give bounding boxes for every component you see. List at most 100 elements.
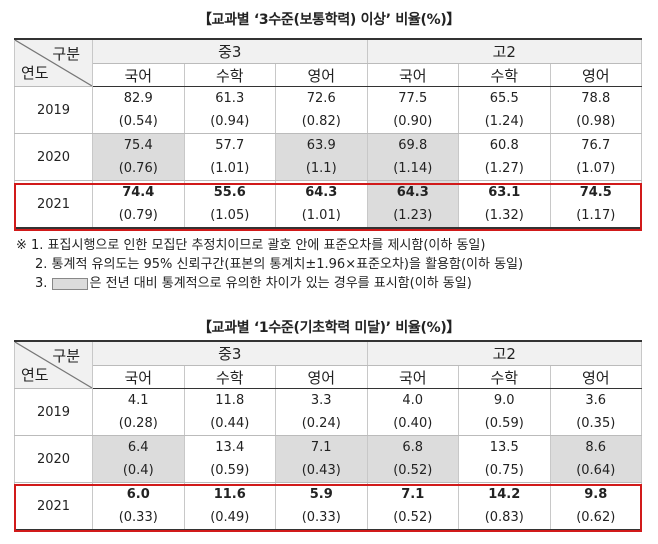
value-cell: 74.4 <box>92 180 185 204</box>
year-cell: 2021 <box>14 180 93 229</box>
table-row: 2020 6.4 13.4 7.1 6.8 13.5 8.6 <box>14 435 642 483</box>
std-error-cell: (0.43) <box>275 459 368 483</box>
subject-header: 국어 <box>92 63 185 87</box>
corner-label-year: 연도 <box>21 366 49 384</box>
year-cell: 2019 <box>14 86 93 134</box>
group-header: 고2 <box>366 340 642 366</box>
value-cell: 63.1 <box>458 180 551 204</box>
value-cell: 82.9 <box>92 86 185 110</box>
std-error-cell: (0.98) <box>549 110 642 134</box>
subject-header: 수학 <box>183 63 276 87</box>
std-error-cell: (0.90) <box>366 110 459 134</box>
notes: ※ 1. 표집시행으로 인한 모집단 추정치이므로 괄호 안에 표준오차를 제시… <box>16 236 523 293</box>
std-error-cell: (0.49) <box>183 506 276 531</box>
table-row-se: (0.4) (0.59) (0.43) (0.52) (0.75) (0.64) <box>15 459 642 483</box>
value-cell: 8.6 <box>549 435 642 459</box>
subject-header: 국어 <box>366 63 459 87</box>
table-row-se: (0.54) (0.94) (0.82) (0.90) (1.24) (0.98) <box>15 110 642 134</box>
value-cell: 4.1 <box>92 388 185 412</box>
value-cell: 13.4 <box>183 435 276 459</box>
group-header: 중3 <box>92 340 368 366</box>
value-cell: 6.4 <box>92 435 185 459</box>
std-error-cell: (0.28) <box>92 412 185 436</box>
std-error-cell: (0.33) <box>92 506 185 531</box>
std-error-cell: (1.32) <box>458 204 551 229</box>
subject-header: 영어 <box>549 63 642 87</box>
std-error-cell: (0.44) <box>183 412 276 436</box>
diagonal-line-icon <box>15 342 92 388</box>
value-cell: 65.5 <box>458 86 551 110</box>
value-cell: 3.6 <box>549 388 642 412</box>
value-cell: 3.3 <box>275 388 368 412</box>
note-3: 3. 은 전년 대비 통계적으로 유의한 차이가 있는 경우를 표시함(이하 동… <box>16 274 523 293</box>
group-header: 고2 <box>366 38 642 64</box>
std-error-cell: (0.35) <box>549 412 642 436</box>
std-error-cell: (1.14) <box>366 157 459 181</box>
corner-label-category: 구분 <box>52 45 80 63</box>
std-error-cell: (0.59) <box>458 412 551 436</box>
std-error-cell: (1.07) <box>549 157 642 181</box>
value-cell: 6.0 <box>92 482 185 506</box>
year-cell: 2021 <box>14 482 93 531</box>
corner-cell: 구분 연도 <box>14 38 93 87</box>
subject-header: 영어 <box>275 63 368 87</box>
value-cell: 77.5 <box>366 86 459 110</box>
std-error-cell: (0.79) <box>92 204 185 229</box>
std-error-cell: (0.94) <box>183 110 276 134</box>
subject-header: 영어 <box>549 365 642 389</box>
subject-header: 수학 <box>458 365 551 389</box>
std-error-cell: (1.17) <box>549 204 642 229</box>
table2: 구분 연도 중3 고2 국어 수학 영어 국어 수학 영어 2019 4.1 11.8 3.3 4.0 9.0… <box>14 340 642 531</box>
std-error-cell: (1.01) <box>183 157 276 181</box>
table-row-se: (0.28) (0.44) (0.24) (0.40) (0.59) (0.35) <box>15 412 642 436</box>
std-error-cell: (0.76) <box>92 157 185 181</box>
table-row: 2019 4.1 11.8 3.3 4.0 9.0 3.6 <box>14 388 642 436</box>
header-group-row: 구분 연도 중3 고2 <box>14 38 642 87</box>
std-error-cell: (0.62) <box>549 506 642 531</box>
value-cell: 55.6 <box>183 180 276 204</box>
std-error-cell: (1.27) <box>458 157 551 181</box>
table-row-se: (0.33) (0.49) (0.33) (0.52) (0.83) (0.62) <box>15 506 642 531</box>
value-cell: 76.7 <box>549 133 642 157</box>
subject-header: 국어 <box>366 365 459 389</box>
std-error-cell: (0.54) <box>92 110 185 134</box>
note-1: ※ 1. 표집시행으로 인한 모집단 추정치이므로 괄호 안에 표준오차를 제시… <box>16 238 486 253</box>
value-cell: 57.7 <box>183 133 276 157</box>
value-cell: 60.8 <box>458 133 551 157</box>
value-cell: 64.3 <box>366 180 459 204</box>
subject-header: 수학 <box>183 365 276 389</box>
std-error-cell: (1.01) <box>275 204 368 229</box>
header-group-row: 구분 연도 중3 고2 <box>14 340 642 389</box>
year-cell: 2020 <box>14 133 93 181</box>
table1-title: 【교과별 ‘3수준(보통학력) 이상’ 비율(%)】 <box>197 12 461 28</box>
value-cell: 9.8 <box>549 482 642 506</box>
std-error-cell: (1.23) <box>366 204 459 229</box>
value-cell: 4.0 <box>366 388 459 412</box>
value-cell: 69.8 <box>366 133 459 157</box>
header-subject-row: 국어 수학 영어 국어 수학 영어 <box>15 365 642 389</box>
value-cell: 7.1 <box>275 435 368 459</box>
year-cell: 2020 <box>14 435 93 483</box>
header-subject-row: 국어 수학 영어 국어 수학 영어 <box>15 63 642 87</box>
std-error-cell: (1.24) <box>458 110 551 134</box>
value-cell: 7.1 <box>366 482 459 506</box>
std-error-cell: (1.1) <box>275 157 368 181</box>
std-error-cell: (0.83) <box>458 506 551 531</box>
value-cell: 64.3 <box>275 180 368 204</box>
group-header: 중3 <box>92 38 368 64</box>
value-cell: 11.8 <box>183 388 276 412</box>
table2-title: 【교과별 ‘1수준(기초학력 미달)’ 비율(%)】 <box>197 320 461 336</box>
table-row-se: (0.76) (1.01) (1.1) (1.14) (1.27) (1.07) <box>15 157 642 181</box>
corner-label-year: 연도 <box>21 64 49 82</box>
std-error-cell: (0.64) <box>549 459 642 483</box>
table-row: 2021 74.4 55.6 64.3 64.3 63.1 74.5 <box>14 180 642 229</box>
table-row: 2020 75.4 57.7 63.9 69.8 60.8 76.7 <box>14 133 642 181</box>
value-cell: 63.9 <box>275 133 368 157</box>
value-cell: 14.2 <box>458 482 551 506</box>
std-error-cell: (0.52) <box>366 459 459 483</box>
value-cell: 6.8 <box>366 435 459 459</box>
value-cell: 74.5 <box>549 180 642 204</box>
value-cell: 78.8 <box>549 86 642 110</box>
corner-cell: 구분 연도 <box>14 340 93 389</box>
note-3-prefix: 3. <box>35 276 48 291</box>
